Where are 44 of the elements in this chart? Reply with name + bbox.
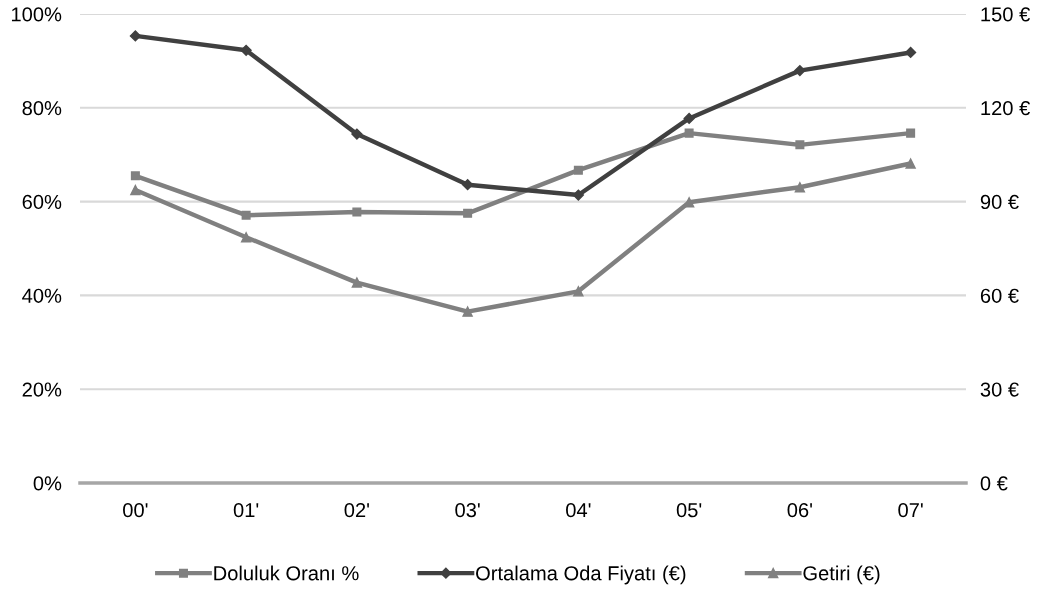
x-tick-label: 02' xyxy=(344,502,369,518)
point xyxy=(352,207,362,217)
y2-tick-label: 90 € xyxy=(980,194,1019,210)
y2-tick-label: 30 € xyxy=(980,382,1019,397)
y-tick-label: 20% xyxy=(22,382,62,397)
y2-tick-label: 60 € xyxy=(980,288,1019,303)
point xyxy=(794,64,806,77)
x-tick-label: 05' xyxy=(676,502,702,518)
point xyxy=(684,128,694,138)
point xyxy=(906,128,916,138)
x-tick-label: 04' xyxy=(566,502,591,518)
y-tick-label: 0% xyxy=(33,476,62,491)
y2-tick-label: 0 € xyxy=(980,476,1008,491)
point xyxy=(794,182,806,193)
point xyxy=(573,286,584,297)
y2-tick-label: 120 € xyxy=(981,101,1030,116)
point xyxy=(795,140,805,150)
point xyxy=(905,158,916,169)
point xyxy=(351,128,363,140)
x-tick-label: 01' xyxy=(233,502,259,518)
point xyxy=(683,112,695,125)
point xyxy=(240,232,252,243)
legend-label: Ortalama Oda Fiyatı (€) xyxy=(476,565,686,585)
x-tick-label: 07' xyxy=(898,502,923,518)
point xyxy=(351,277,363,288)
point xyxy=(240,44,252,56)
y2-tick-label: 150 € xyxy=(981,7,1030,22)
x-tick-label: 00' xyxy=(123,502,148,518)
y-tick-label: 40% xyxy=(22,288,62,303)
legend-label: Doluluk Oranı % xyxy=(214,565,359,581)
y-tick-label: 100% xyxy=(11,7,62,22)
y-tick-label: 80% xyxy=(22,101,62,116)
point xyxy=(241,210,251,220)
point xyxy=(129,30,141,42)
point xyxy=(462,306,473,317)
point xyxy=(130,171,140,181)
point xyxy=(130,184,141,196)
x-tick-label: 03' xyxy=(455,502,480,518)
point xyxy=(573,165,583,175)
point xyxy=(905,46,917,59)
x-tick-label: 06' xyxy=(787,502,812,518)
point xyxy=(463,208,473,218)
y-tick-label: 60% xyxy=(22,194,62,210)
legend-label: Getiri (€) xyxy=(803,565,880,585)
